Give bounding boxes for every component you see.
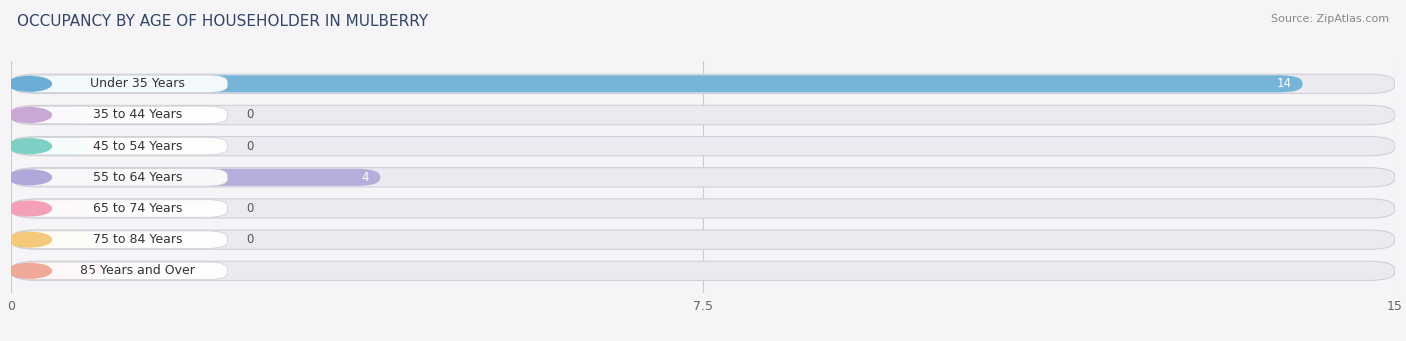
Text: Under 35 Years: Under 35 Years bbox=[90, 77, 186, 90]
FancyBboxPatch shape bbox=[11, 136, 1395, 156]
Text: 75 to 84 Years: 75 to 84 Years bbox=[93, 233, 183, 246]
FancyBboxPatch shape bbox=[13, 231, 228, 248]
FancyBboxPatch shape bbox=[11, 106, 87, 123]
Text: 35 to 44 Years: 35 to 44 Years bbox=[93, 108, 183, 121]
FancyBboxPatch shape bbox=[13, 75, 228, 92]
Text: 1: 1 bbox=[84, 264, 93, 277]
FancyBboxPatch shape bbox=[11, 199, 1395, 218]
FancyBboxPatch shape bbox=[11, 75, 1302, 92]
FancyBboxPatch shape bbox=[11, 231, 87, 248]
Text: 65 to 74 Years: 65 to 74 Years bbox=[93, 202, 183, 215]
FancyBboxPatch shape bbox=[11, 169, 380, 186]
Circle shape bbox=[8, 201, 52, 216]
Text: 4: 4 bbox=[361, 171, 370, 184]
FancyBboxPatch shape bbox=[13, 262, 228, 280]
FancyBboxPatch shape bbox=[11, 105, 1395, 125]
FancyBboxPatch shape bbox=[11, 200, 87, 217]
Circle shape bbox=[8, 139, 52, 153]
FancyBboxPatch shape bbox=[11, 262, 104, 279]
Text: 0: 0 bbox=[246, 108, 253, 121]
Text: 0: 0 bbox=[246, 202, 253, 215]
FancyBboxPatch shape bbox=[13, 168, 228, 186]
FancyBboxPatch shape bbox=[13, 106, 228, 124]
Text: OCCUPANCY BY AGE OF HOUSEHOLDER IN MULBERRY: OCCUPANCY BY AGE OF HOUSEHOLDER IN MULBE… bbox=[17, 14, 427, 29]
FancyBboxPatch shape bbox=[11, 230, 1395, 249]
Circle shape bbox=[8, 108, 52, 122]
Text: 85 Years and Over: 85 Years and Over bbox=[80, 264, 195, 277]
Circle shape bbox=[8, 232, 52, 247]
Text: 0: 0 bbox=[246, 140, 253, 153]
Text: 0: 0 bbox=[246, 233, 253, 246]
Circle shape bbox=[8, 76, 52, 91]
FancyBboxPatch shape bbox=[11, 137, 87, 155]
FancyBboxPatch shape bbox=[11, 74, 1395, 93]
FancyBboxPatch shape bbox=[11, 168, 1395, 187]
FancyBboxPatch shape bbox=[11, 261, 1395, 281]
Text: 45 to 54 Years: 45 to 54 Years bbox=[93, 140, 183, 153]
Circle shape bbox=[8, 264, 52, 278]
Text: 55 to 64 Years: 55 to 64 Years bbox=[93, 171, 183, 184]
Text: 14: 14 bbox=[1277, 77, 1292, 90]
FancyBboxPatch shape bbox=[13, 137, 228, 155]
Text: Source: ZipAtlas.com: Source: ZipAtlas.com bbox=[1271, 14, 1389, 24]
FancyBboxPatch shape bbox=[13, 200, 228, 217]
Circle shape bbox=[8, 170, 52, 185]
